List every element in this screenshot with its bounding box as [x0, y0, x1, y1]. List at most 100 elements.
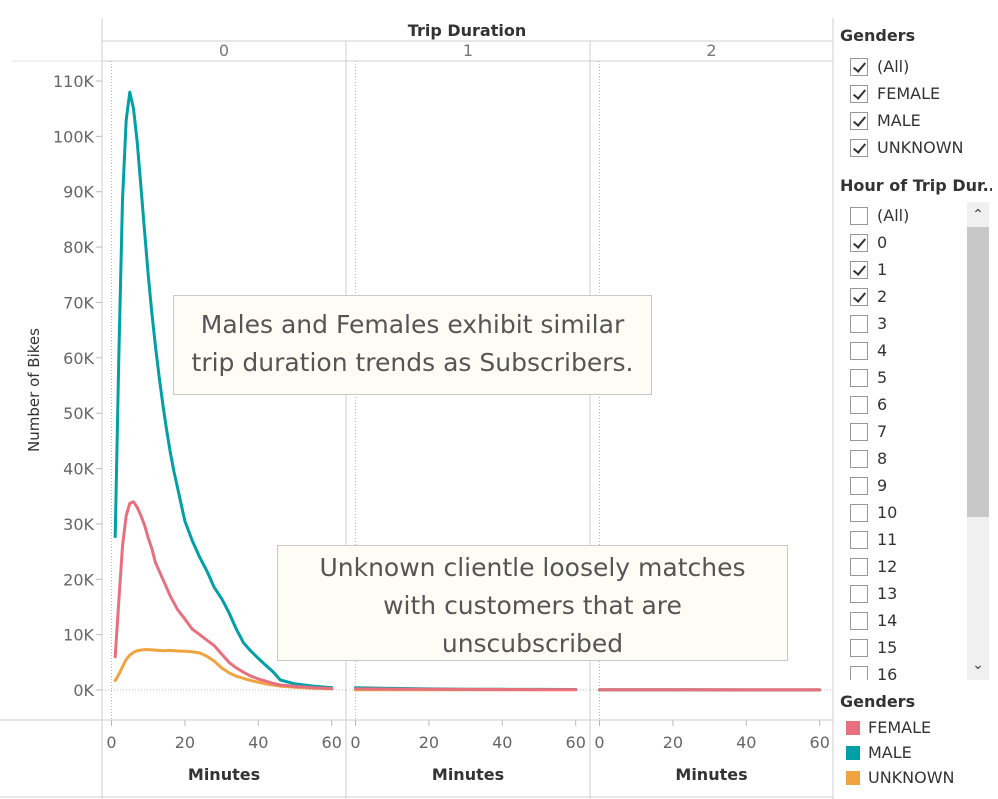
y-axis-title: Number of Bikes [25, 328, 43, 452]
hour-filter-scrollbar[interactable]: ⌃ ⌄ [967, 202, 989, 680]
hour-filter-item[interactable]: 1 [850, 256, 887, 283]
hour-filter-item[interactable]: 16 [850, 661, 897, 680]
checkbox[interactable] [850, 287, 868, 306]
checkbox[interactable] [850, 449, 868, 468]
hour-filter-item[interactable]: 8 [850, 445, 887, 472]
y-tick-label: 40K [63, 460, 94, 479]
legend-swatch [846, 770, 860, 785]
checkbox[interactable] [850, 57, 868, 76]
hour-filter-item-label: 14 [877, 611, 898, 630]
y-tick-label: 90K [63, 183, 94, 202]
hour-filter-item-label: 11 [877, 530, 898, 549]
hour-filter-item-label: 13 [877, 584, 898, 603]
hour-filter-item-label: 1 [877, 260, 888, 279]
checkbox[interactable] [850, 638, 868, 657]
annotation-unknown: Unknown clientle loosely matches with cu… [277, 545, 788, 661]
checkbox[interactable] [850, 368, 868, 387]
genders-filter-item-label: (All) [877, 57, 910, 76]
hour-filter-item[interactable]: 9 [850, 472, 887, 499]
hour-filter-item-label: 10 [877, 503, 898, 522]
x-tick-label: 40 [492, 733, 512, 752]
column-label: 2 [706, 41, 716, 60]
checkbox[interactable] [850, 206, 868, 225]
checkbox[interactable] [850, 233, 868, 252]
checkbox[interactable] [850, 314, 868, 333]
checkbox[interactable] [850, 260, 868, 279]
checkbox[interactable] [850, 422, 868, 441]
legend-item[interactable]: MALE [846, 740, 912, 765]
scroll-up-icon[interactable]: ⌃ [972, 207, 984, 223]
series-line-female [113, 500, 334, 691]
hour-filter-item-label: 6 [877, 395, 888, 414]
scroll-down-icon[interactable]: ⌄ [972, 657, 984, 673]
checkbox[interactable] [850, 665, 868, 680]
checkbox[interactable] [850, 111, 868, 130]
checkbox[interactable] [850, 611, 868, 630]
genders-filter-item[interactable]: UNKNOWN [850, 134, 964, 161]
hour-filter-item[interactable]: 15 [850, 634, 897, 661]
hour-filter-item-label: 12 [877, 557, 898, 576]
hour-filter-item-label: 16 [877, 665, 898, 680]
hour-filter-item-label: 7 [877, 422, 888, 441]
genders-filter-item-label: MALE [877, 111, 921, 130]
x-axis-title: Minutes [675, 765, 747, 784]
hour-filter-title: Hour of Trip Dur.. [840, 176, 992, 195]
x-tick-label: 40 [248, 733, 268, 752]
x-tick-label: 40 [736, 733, 756, 752]
color-legend: Genders FEMALE MALE UNKNOWN [838, 690, 998, 795]
hour-filter-item[interactable]: 14 [850, 607, 897, 634]
checkbox[interactable] [850, 584, 868, 603]
hour-filter-item[interactable]: 7 [850, 418, 887, 445]
genders-filter-item[interactable]: (All) [850, 53, 909, 80]
checkbox[interactable] [850, 84, 868, 103]
checkbox[interactable] [850, 476, 868, 495]
hour-filter: Hour of Trip Dur.. (All) 0 1 2 3 4 5 6 7 8 9 10 11 12… [838, 175, 998, 685]
y-tick-label: 10K [63, 626, 94, 645]
hour-filter-item[interactable]: 4 [850, 337, 887, 364]
hour-filter-item-label: 9 [877, 476, 888, 495]
genders-filter-item[interactable]: MALE [850, 107, 921, 134]
hour-filter-item[interactable]: 10 [850, 499, 897, 526]
checkbox[interactable] [850, 341, 868, 360]
checkbox[interactable] [850, 503, 868, 522]
hour-filter-item[interactable]: (All) [850, 202, 909, 229]
checkbox[interactable] [850, 138, 868, 157]
x-tick-label: 60 [566, 733, 586, 752]
scroll-thumb[interactable] [967, 227, 989, 517]
column-label: 1 [463, 41, 473, 60]
hour-filter-item-label: 3 [877, 314, 888, 333]
genders-filter: Genders (All) FEMALE MALE UNKNOWN [838, 26, 998, 166]
legend-label: MALE [868, 743, 912, 762]
checkbox[interactable] [850, 530, 868, 549]
x-tick-label: 20 [175, 733, 195, 752]
color-legend-title: Genders [840, 692, 916, 711]
hour-filter-item-label: 8 [877, 449, 888, 468]
hour-filter-item[interactable]: 12 [850, 553, 897, 580]
hour-filter-item[interactable]: 13 [850, 580, 897, 607]
hour-filter-item[interactable]: 6 [850, 391, 887, 418]
hour-filter-item[interactable]: 2 [850, 283, 887, 310]
genders-filter-title: Genders [840, 26, 916, 45]
hour-filter-item-label: 4 [877, 341, 888, 360]
hour-filter-item[interactable]: 11 [850, 526, 897, 553]
hour-filter-item-label: 5 [877, 368, 888, 387]
checkbox[interactable] [850, 395, 868, 414]
y-tick-label: 0K [73, 681, 94, 700]
hour-filter-item[interactable]: 5 [850, 364, 887, 391]
legend-label: FEMALE [868, 718, 932, 737]
hour-filter-item[interactable]: 3 [850, 310, 887, 337]
genders-filter-item-label: UNKNOWN [877, 138, 964, 157]
legend-item[interactable]: UNKNOWN [846, 765, 955, 790]
x-axis-title: Minutes [432, 765, 504, 784]
hour-filter-item-label: 0 [877, 233, 888, 252]
y-tick-label: 70K [63, 293, 94, 312]
checkbox[interactable] [850, 557, 868, 576]
column-label: 0 [219, 41, 229, 60]
genders-filter-item[interactable]: FEMALE [850, 80, 940, 107]
x-tick-label: 0 [106, 733, 116, 752]
y-tick-label: 110K [53, 72, 95, 91]
hour-filter-item[interactable]: 0 [850, 229, 887, 256]
legend-item[interactable]: FEMALE [846, 715, 931, 740]
x-tick-label: 60 [810, 733, 830, 752]
